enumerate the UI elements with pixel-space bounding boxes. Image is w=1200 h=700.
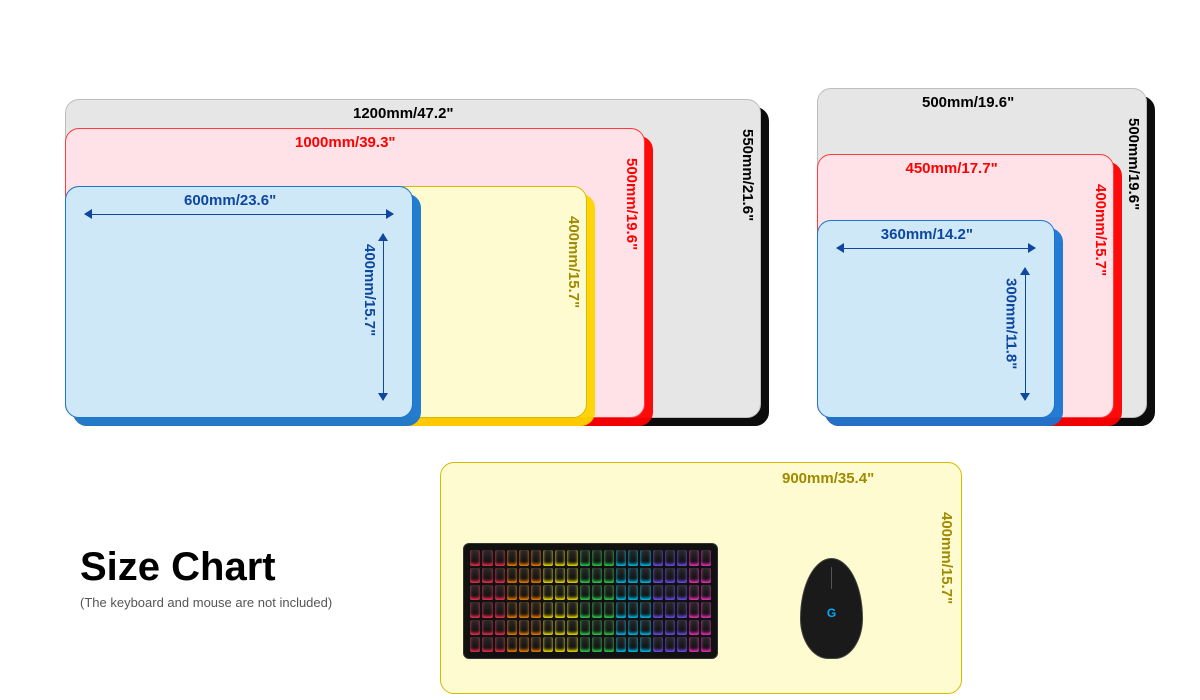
- height-label: 400mm/15.7": [565, 216, 582, 308]
- section-subtitle: (The keyboard and mouse are not included…: [80, 595, 332, 610]
- dim-line-v: [383, 234, 384, 400]
- dim-line-h: [837, 248, 1035, 249]
- dim-line-h: [85, 214, 393, 215]
- width-label: 900mm/35.4": [782, 470, 874, 487]
- keyboard-graphic: [463, 543, 718, 659]
- height-label: 400mm/15.7": [938, 512, 955, 604]
- width-label: 500mm/19.6": [922, 94, 1014, 111]
- dim-line-v: [1025, 268, 1026, 400]
- height-label: 500mm/19.6": [623, 158, 640, 250]
- section-title: Size Chart: [80, 545, 276, 590]
- height-label: 400mm/15.7": [1092, 184, 1109, 276]
- width-label: 1200mm/47.2": [353, 105, 454, 122]
- width-label: 450mm/17.7": [906, 160, 998, 177]
- diagram-canvas: 1200mm/47.2" 550mm/21.6" 1000mm/39.3" 500mm…: [0, 0, 1200, 700]
- width-label: 600mm/23.6": [184, 192, 276, 209]
- width-label: 1000mm/39.3": [295, 134, 396, 151]
- width-label: 360mm/14.2": [881, 226, 973, 243]
- height-label: 500mm/19.6": [1125, 118, 1142, 210]
- height-label: 400mm/15.7": [361, 244, 378, 336]
- height-label: 300mm/11.8": [1003, 278, 1020, 369]
- height-label: 550mm/21.6": [739, 129, 756, 221]
